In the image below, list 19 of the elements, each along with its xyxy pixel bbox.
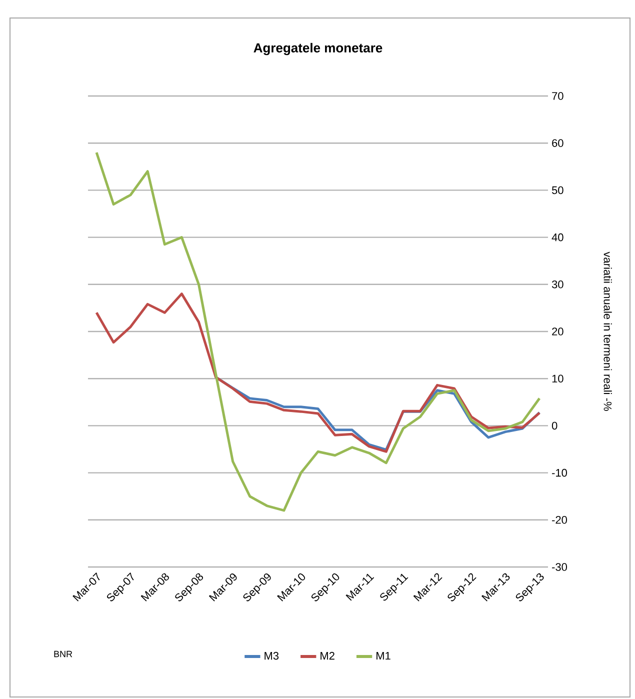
y-tick-label: 30 xyxy=(552,280,564,288)
chart-title: Agregatele monetare xyxy=(254,42,382,56)
line-series xyxy=(95,292,541,453)
legend-label: M2 xyxy=(320,652,334,660)
legend-label: M3 xyxy=(264,652,279,660)
y-axis-title: variatii anuale in termeni reali -% xyxy=(604,252,612,411)
y-tick-label: 50 xyxy=(552,186,564,194)
y-tick-label: 60 xyxy=(552,139,564,147)
text: BNR xyxy=(54,650,72,658)
y-tick-label: 70 xyxy=(552,92,564,100)
y-tick-label: -10 xyxy=(552,468,567,477)
y-tick-label: -30 xyxy=(552,563,567,571)
y-tick-label: -20 xyxy=(552,516,567,524)
y-tick-label: 20 xyxy=(552,328,564,336)
y-tick-label: 40 xyxy=(552,233,564,242)
legend-label: M1 xyxy=(376,652,390,660)
y-tick-label: 0 xyxy=(552,422,558,430)
y-tick-label: 10 xyxy=(552,374,564,382)
line-series xyxy=(95,151,541,512)
